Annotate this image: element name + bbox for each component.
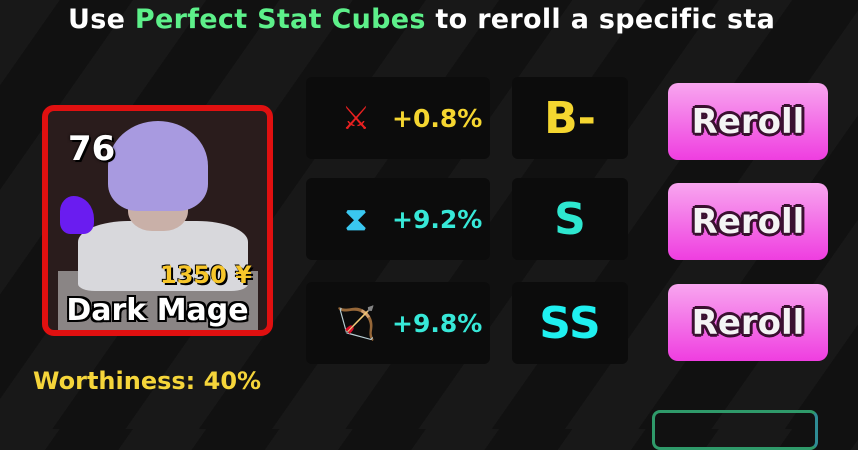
- sword-damage-icon: ⚔: [341, 99, 371, 137]
- stat-row-damage: ⚔ +0.8%: [306, 77, 490, 159]
- stat-row-cooldown: ⧗ +9.2%: [306, 178, 490, 260]
- grade-damage: B-: [512, 77, 628, 159]
- grade-range: SS: [512, 282, 628, 364]
- grade-cooldown: S: [512, 178, 628, 260]
- unit-card[interactable]: 76 1350 ¥ Dark Mage: [42, 105, 273, 336]
- bow-range-icon: 🏹: [336, 304, 376, 342]
- instruction-title: Use Perfect Stat Cubes to reroll a speci…: [68, 4, 776, 35]
- reroll-range-button[interactable]: Reroll: [668, 284, 828, 361]
- reroll-damage-button[interactable]: Reroll: [668, 83, 828, 160]
- item-name-highlight: Perfect Stat Cubes: [134, 4, 426, 35]
- unit-price: 1350 ¥: [160, 261, 252, 289]
- reroll-cooldown-button[interactable]: Reroll: [668, 183, 828, 260]
- worthiness-label: Worthiness: 40%: [33, 367, 262, 395]
- unit-level: 76: [68, 129, 116, 169]
- unit-name: Dark Mage: [66, 293, 249, 328]
- bottom-button[interactable]: [652, 410, 818, 450]
- stat-row-range: 🏹 +9.8%: [306, 282, 490, 364]
- strength-icon: [60, 196, 94, 234]
- hourglass-cooldown-icon: ⧗: [344, 200, 368, 238]
